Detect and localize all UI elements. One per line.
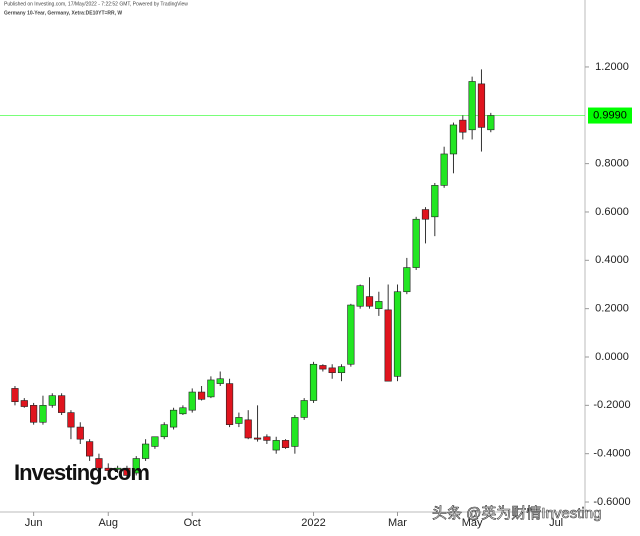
candle-body	[487, 115, 495, 131]
candle-body	[123, 467, 131, 476]
y-tick-label: -0.2000	[593, 399, 630, 411]
candle-body	[58, 395, 66, 413]
published-note: Published on Investing.com, 17/May/2022 …	[4, 1, 188, 7]
chart-title: Germany 10-Year, Germany, Xetra:DE10YT=R…	[4, 10, 122, 16]
candle-body	[67, 412, 75, 428]
candle-body	[477, 83, 486, 128]
candle-body	[160, 424, 168, 438]
candle-body	[272, 440, 280, 451]
candle-body	[356, 285, 364, 307]
candle-body	[188, 391, 196, 411]
candle-body	[30, 405, 38, 423]
y-tick-label: 0.6000	[595, 206, 629, 218]
y-tick-label: 0.2000	[595, 303, 629, 315]
x-tick-label: May	[462, 517, 483, 529]
x-tick-label: Oct	[184, 517, 201, 529]
candle-body	[337, 366, 346, 374]
credit: 头条 @英为财情Investing	[432, 504, 601, 522]
y-tick-label: 1.2000	[595, 61, 629, 73]
candle-body	[179, 407, 187, 415]
candle-body	[207, 379, 215, 398]
y-tick-label: 0.4000	[595, 254, 629, 266]
last-price-label: 0.9990	[593, 109, 627, 121]
candle-body	[431, 185, 439, 218]
last-price-box	[588, 107, 632, 124]
candle-body	[141, 443, 150, 459]
candle-body	[225, 383, 234, 425]
x-tick-label: Jun	[25, 517, 43, 529]
candle-body	[86, 441, 94, 457]
candle-body	[300, 400, 308, 418]
candle-body	[235, 417, 243, 424]
candle-body	[309, 363, 318, 401]
candle-body	[384, 309, 392, 382]
candle-body	[20, 400, 28, 407]
y-tick-label: -0.6000	[593, 496, 630, 508]
x-tick-label: 2022	[301, 517, 325, 529]
y-tick-label: 0.0000	[595, 351, 629, 363]
candle-body	[291, 417, 299, 447]
candle-body	[95, 458, 103, 469]
candle-body	[76, 426, 84, 440]
candle-body	[104, 467, 112, 471]
x-tick-label: Mar	[388, 517, 407, 529]
candle-body	[449, 124, 458, 155]
candle-body	[421, 209, 430, 220]
candle-body	[281, 440, 290, 448]
candle-body	[319, 365, 327, 370]
candle-body	[459, 119, 467, 133]
x-tick-label: Aug	[98, 517, 118, 529]
candle-body	[197, 391, 206, 400]
candle-body	[216, 378, 224, 384]
candle-body	[113, 467, 122, 470]
candle-body	[263, 436, 271, 441]
candle-body	[11, 388, 19, 403]
y-tick-label: -0.4000	[593, 448, 630, 460]
candle-body	[403, 267, 411, 293]
candle-body	[48, 395, 56, 406]
candle-body	[253, 437, 262, 440]
candle-body	[347, 304, 355, 365]
candle-body	[393, 291, 402, 377]
candle-body	[365, 296, 374, 307]
candle-body	[440, 153, 448, 186]
candle-body	[375, 301, 383, 309]
watermark: Investing.com	[14, 460, 149, 485]
y-tick-label: 0.8000	[595, 158, 629, 170]
candle-body	[244, 419, 252, 439]
candle-body	[39, 405, 47, 423]
candle-body	[412, 218, 420, 268]
x-tick-label: Jul	[549, 517, 563, 529]
candle-body	[169, 409, 178, 428]
candle-body	[151, 436, 159, 447]
candle-body	[132, 458, 140, 474]
candle-body	[468, 81, 476, 131]
candle-body	[328, 367, 336, 374]
